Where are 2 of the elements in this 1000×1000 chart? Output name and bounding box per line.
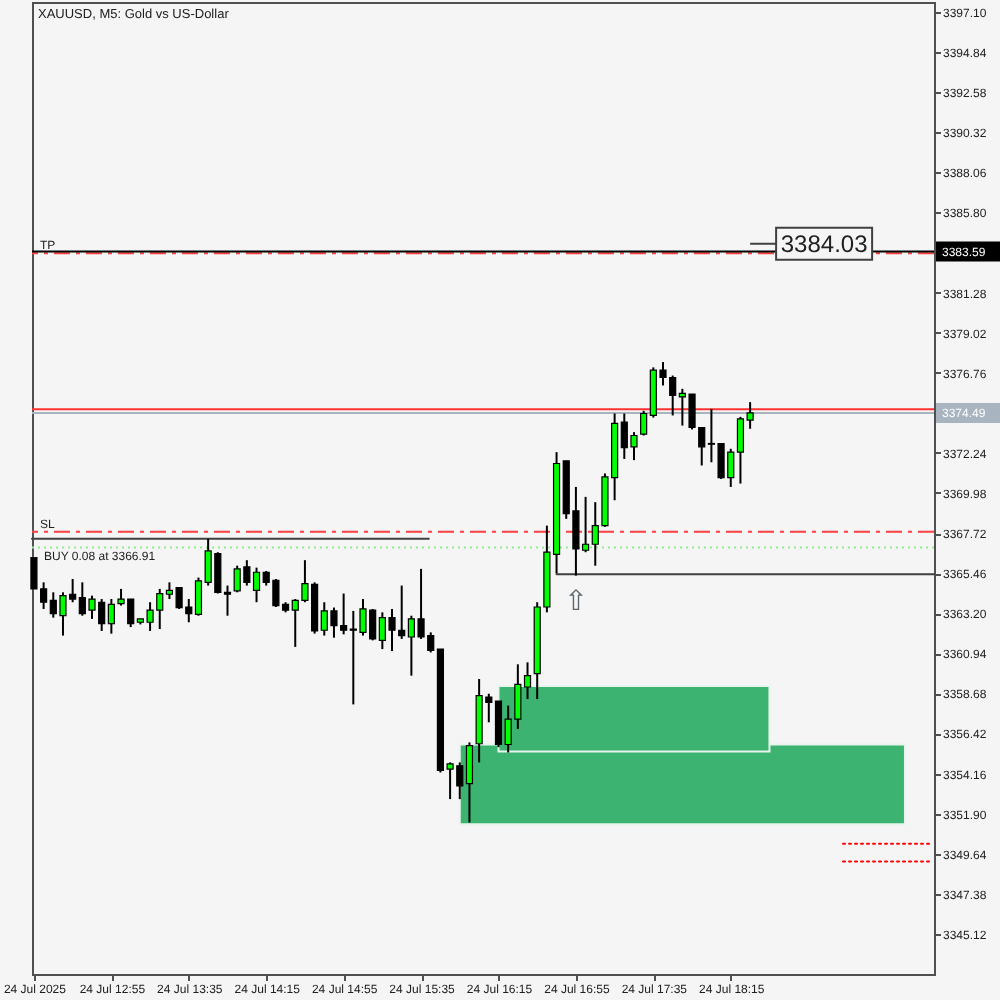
annotation: ⇧ bbox=[564, 585, 588, 618]
annotation: 3384.03 bbox=[780, 229, 869, 258]
